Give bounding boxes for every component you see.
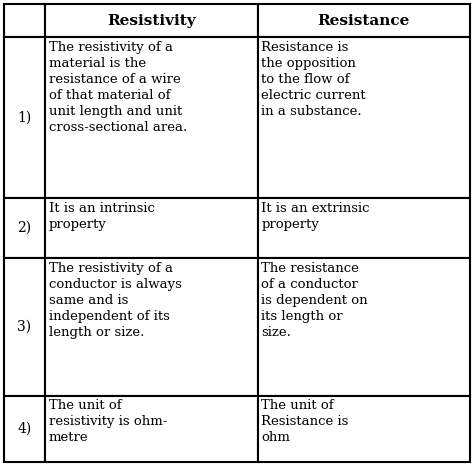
Text: 3): 3) (17, 320, 31, 334)
Bar (4, 258, 45, 396)
Bar (45, 37, 257, 198)
Text: 4): 4) (17, 422, 31, 436)
Text: It is an extrinsic
property: It is an extrinsic property (261, 202, 370, 231)
Bar (4, 396, 45, 462)
Bar (4, 4, 45, 37)
Text: The unit of
resistivity is ohm-
metre: The unit of resistivity is ohm- metre (49, 399, 167, 445)
Text: The unit of
Resistance is
ohm: The unit of Resistance is ohm (261, 399, 349, 445)
Text: The resistivity of a
material is the
resistance of a wire
of that material of
un: The resistivity of a material is the res… (49, 41, 187, 134)
Text: Resistivity: Resistivity (107, 14, 195, 27)
Text: 1): 1) (17, 111, 31, 125)
Text: Resistance: Resistance (318, 14, 410, 27)
Text: The resistivity of a
conductor is always
same and is
independent of its
length o: The resistivity of a conductor is always… (49, 261, 182, 339)
Bar (45, 258, 257, 396)
Text: The resistance
of a conductor
is dependent on
its length or
size.: The resistance of a conductor is depende… (261, 261, 368, 339)
Bar (45, 396, 257, 462)
Bar (4, 198, 45, 258)
Bar (257, 4, 470, 37)
Bar (257, 198, 470, 258)
Bar (4, 37, 45, 198)
Bar (257, 37, 470, 198)
Text: 2): 2) (17, 221, 31, 235)
Bar (257, 258, 470, 396)
Bar (45, 198, 257, 258)
Bar (257, 396, 470, 462)
Text: Resistance is
the opposition
to the flow of
electric current
in a substance.: Resistance is the opposition to the flow… (261, 41, 366, 118)
Text: It is an intrinsic
property: It is an intrinsic property (49, 202, 155, 231)
Bar (45, 4, 257, 37)
